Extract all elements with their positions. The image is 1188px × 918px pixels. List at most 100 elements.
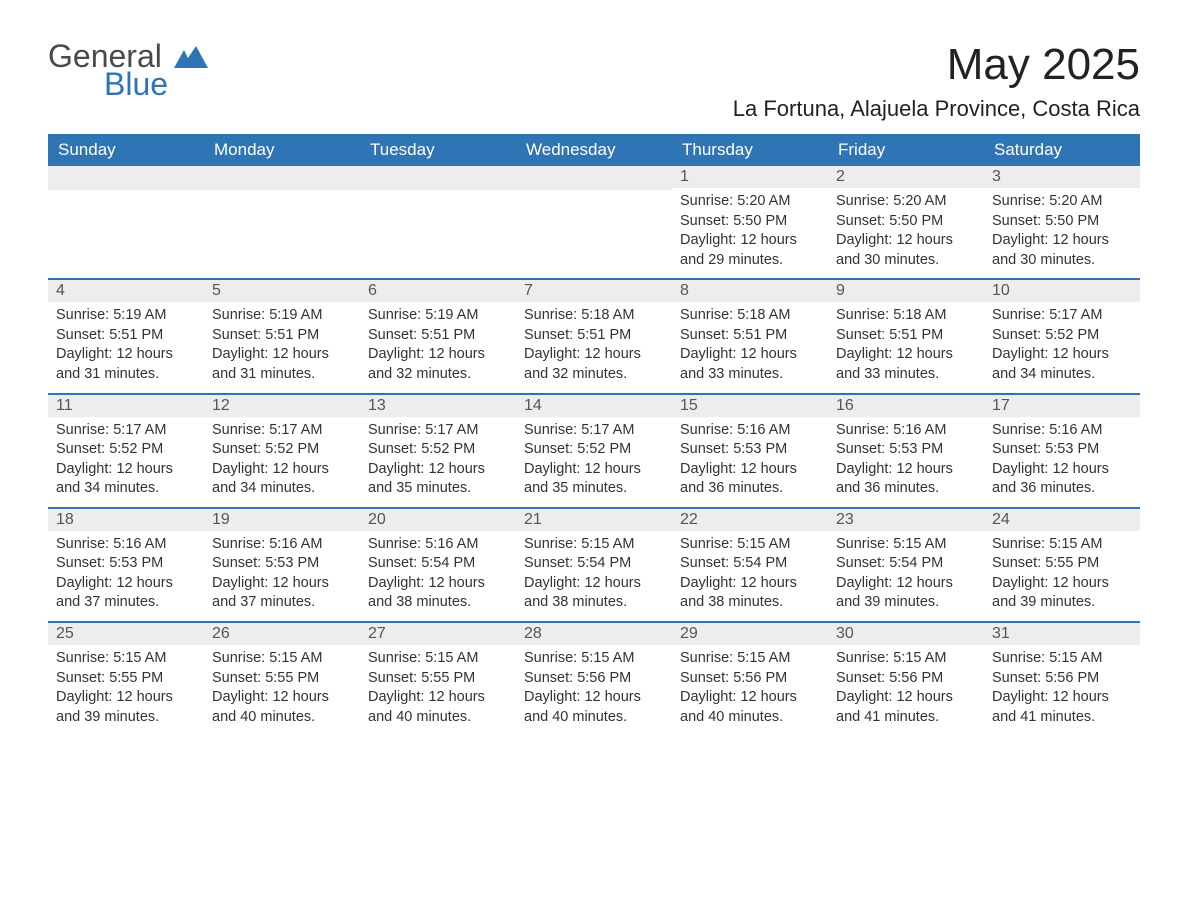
day-number: 15	[672, 395, 828, 417]
day-number: 26	[204, 623, 360, 645]
calendar-body: 1Sunrise: 5:20 AMSunset: 5:50 PMDaylight…	[48, 166, 1140, 735]
calendar-cell: 30Sunrise: 5:15 AMSunset: 5:56 PMDayligh…	[828, 623, 984, 735]
day-number: 1	[672, 166, 828, 188]
day-number: 28	[516, 623, 672, 645]
daylight-line: Daylight: 12 hours and 36 minutes.	[680, 460, 820, 499]
calendar-cell: 26Sunrise: 5:15 AMSunset: 5:55 PMDayligh…	[204, 623, 360, 735]
calendar-cell: 22Sunrise: 5:15 AMSunset: 5:54 PMDayligh…	[672, 509, 828, 621]
day-number: 8	[672, 280, 828, 302]
sunset-line: Sunset: 5:52 PM	[368, 440, 508, 460]
day-content: Sunrise: 5:20 AMSunset: 5:50 PMDaylight:…	[672, 188, 828, 278]
daylight-line: Daylight: 12 hours and 38 minutes.	[524, 574, 664, 613]
calendar-cell: 13Sunrise: 5:17 AMSunset: 5:52 PMDayligh…	[360, 395, 516, 507]
calendar-cell: 11Sunrise: 5:17 AMSunset: 5:52 PMDayligh…	[48, 395, 204, 507]
calendar-cell: 12Sunrise: 5:17 AMSunset: 5:52 PMDayligh…	[204, 395, 360, 507]
day-number: 23	[828, 509, 984, 531]
day-number: 25	[48, 623, 204, 645]
calendar-cell: 9Sunrise: 5:18 AMSunset: 5:51 PMDaylight…	[828, 280, 984, 392]
day-content: Sunrise: 5:16 AMSunset: 5:53 PMDaylight:…	[48, 531, 204, 621]
calendar-cell: 7Sunrise: 5:18 AMSunset: 5:51 PMDaylight…	[516, 280, 672, 392]
sunrise-line: Sunrise: 5:20 AM	[680, 192, 820, 212]
sunset-line: Sunset: 5:54 PM	[524, 554, 664, 574]
calendar-cell: 5Sunrise: 5:19 AMSunset: 5:51 PMDaylight…	[204, 280, 360, 392]
empty-day-bar	[360, 166, 516, 190]
daylight-line: Daylight: 12 hours and 40 minutes.	[680, 688, 820, 727]
day-content: Sunrise: 5:15 AMSunset: 5:56 PMDaylight:…	[516, 645, 672, 735]
sunrise-line: Sunrise: 5:15 AM	[524, 649, 664, 669]
location-subtitle: La Fortuna, Alajuela Province, Costa Ric…	[733, 96, 1140, 122]
day-content: Sunrise: 5:16 AMSunset: 5:53 PMDaylight:…	[828, 417, 984, 507]
calendar-cell	[360, 166, 516, 278]
sunset-line: Sunset: 5:52 PM	[992, 326, 1132, 346]
daylight-line: Daylight: 12 hours and 41 minutes.	[992, 688, 1132, 727]
daylight-line: Daylight: 12 hours and 35 minutes.	[524, 460, 664, 499]
day-content: Sunrise: 5:17 AMSunset: 5:52 PMDaylight:…	[984, 302, 1140, 392]
sunrise-line: Sunrise: 5:15 AM	[992, 535, 1132, 555]
daylight-line: Daylight: 12 hours and 33 minutes.	[680, 345, 820, 384]
sunset-line: Sunset: 5:55 PM	[368, 669, 508, 689]
day-content: Sunrise: 5:16 AMSunset: 5:53 PMDaylight:…	[672, 417, 828, 507]
sunrise-line: Sunrise: 5:15 AM	[212, 649, 352, 669]
day-content: Sunrise: 5:19 AMSunset: 5:51 PMDaylight:…	[48, 302, 204, 392]
sunset-line: Sunset: 5:56 PM	[992, 669, 1132, 689]
day-number: 19	[204, 509, 360, 531]
day-number: 14	[516, 395, 672, 417]
calendar-cell: 29Sunrise: 5:15 AMSunset: 5:56 PMDayligh…	[672, 623, 828, 735]
calendar-header-cell: Friday	[828, 134, 984, 166]
day-number: 30	[828, 623, 984, 645]
daylight-line: Daylight: 12 hours and 30 minutes.	[836, 231, 976, 270]
day-content: Sunrise: 5:15 AMSunset: 5:55 PMDaylight:…	[360, 645, 516, 735]
sunset-line: Sunset: 5:55 PM	[992, 554, 1132, 574]
calendar-header-cell: Saturday	[984, 134, 1140, 166]
day-content: Sunrise: 5:17 AMSunset: 5:52 PMDaylight:…	[516, 417, 672, 507]
sunset-line: Sunset: 5:53 PM	[56, 554, 196, 574]
sunset-line: Sunset: 5:52 PM	[212, 440, 352, 460]
daylight-line: Daylight: 12 hours and 30 minutes.	[992, 231, 1132, 270]
sunrise-line: Sunrise: 5:15 AM	[56, 649, 196, 669]
day-number: 31	[984, 623, 1140, 645]
day-content: Sunrise: 5:15 AMSunset: 5:55 PMDaylight:…	[984, 531, 1140, 621]
daylight-line: Daylight: 12 hours and 36 minutes.	[836, 460, 976, 499]
daylight-line: Daylight: 12 hours and 37 minutes.	[212, 574, 352, 613]
sunset-line: Sunset: 5:53 PM	[212, 554, 352, 574]
sunset-line: Sunset: 5:54 PM	[368, 554, 508, 574]
calendar-cell: 2Sunrise: 5:20 AMSunset: 5:50 PMDaylight…	[828, 166, 984, 278]
day-number: 18	[48, 509, 204, 531]
sunrise-line: Sunrise: 5:15 AM	[992, 649, 1132, 669]
sunset-line: Sunset: 5:54 PM	[836, 554, 976, 574]
sunset-line: Sunset: 5:52 PM	[56, 440, 196, 460]
day-number: 7	[516, 280, 672, 302]
daylight-line: Daylight: 12 hours and 29 minutes.	[680, 231, 820, 270]
calendar-header-cell: Thursday	[672, 134, 828, 166]
day-content: Sunrise: 5:15 AMSunset: 5:54 PMDaylight:…	[828, 531, 984, 621]
day-number: 2	[828, 166, 984, 188]
calendar: SundayMondayTuesdayWednesdayThursdayFrid…	[48, 134, 1140, 735]
sunset-line: Sunset: 5:51 PM	[836, 326, 976, 346]
sunrise-line: Sunrise: 5:19 AM	[212, 306, 352, 326]
sunrise-line: Sunrise: 5:15 AM	[368, 649, 508, 669]
calendar-row: 4Sunrise: 5:19 AMSunset: 5:51 PMDaylight…	[48, 278, 1140, 392]
day-number: 24	[984, 509, 1140, 531]
day-number: 3	[984, 166, 1140, 188]
sunrise-line: Sunrise: 5:17 AM	[992, 306, 1132, 326]
sunset-line: Sunset: 5:53 PM	[836, 440, 976, 460]
calendar-cell: 24Sunrise: 5:15 AMSunset: 5:55 PMDayligh…	[984, 509, 1140, 621]
calendar-header-cell: Monday	[204, 134, 360, 166]
sunset-line: Sunset: 5:51 PM	[524, 326, 664, 346]
daylight-line: Daylight: 12 hours and 35 minutes.	[368, 460, 508, 499]
month-title: May 2025	[733, 40, 1140, 90]
calendar-cell: 3Sunrise: 5:20 AMSunset: 5:50 PMDaylight…	[984, 166, 1140, 278]
day-content: Sunrise: 5:20 AMSunset: 5:50 PMDaylight:…	[828, 188, 984, 278]
sunrise-line: Sunrise: 5:17 AM	[56, 421, 196, 441]
day-content: Sunrise: 5:17 AMSunset: 5:52 PMDaylight:…	[204, 417, 360, 507]
day-content: Sunrise: 5:15 AMSunset: 5:55 PMDaylight:…	[204, 645, 360, 735]
sunrise-line: Sunrise: 5:16 AM	[836, 421, 976, 441]
calendar-cell: 25Sunrise: 5:15 AMSunset: 5:55 PMDayligh…	[48, 623, 204, 735]
calendar-cell: 27Sunrise: 5:15 AMSunset: 5:55 PMDayligh…	[360, 623, 516, 735]
sunset-line: Sunset: 5:56 PM	[524, 669, 664, 689]
day-content: Sunrise: 5:18 AMSunset: 5:51 PMDaylight:…	[672, 302, 828, 392]
sunrise-line: Sunrise: 5:16 AM	[368, 535, 508, 555]
sunrise-line: Sunrise: 5:18 AM	[836, 306, 976, 326]
day-number: 16	[828, 395, 984, 417]
day-number: 5	[204, 280, 360, 302]
